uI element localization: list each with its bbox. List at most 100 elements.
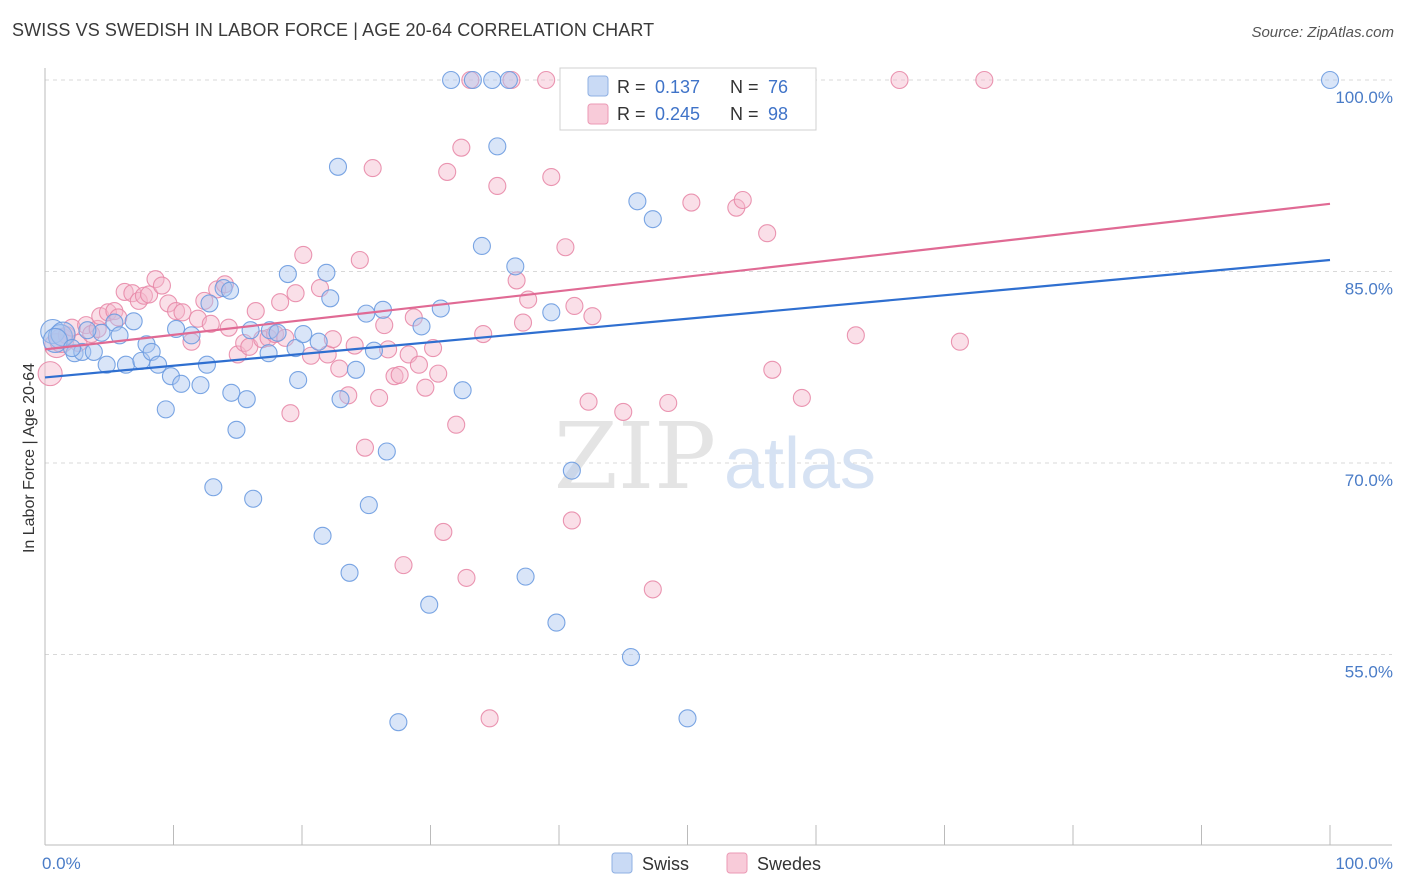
swiss-point — [97, 355, 116, 374]
swedes-point — [375, 316, 394, 335]
legend: R = 0.137 N = 76 R = 0.245 N = 98 — [559, 67, 817, 131]
swiss-point — [506, 257, 525, 276]
swiss-point — [317, 263, 336, 282]
swedes-point — [727, 198, 746, 217]
swiss-point — [377, 442, 396, 461]
swiss-point — [222, 383, 241, 402]
swedes-point — [195, 291, 214, 310]
swiss-point — [191, 376, 210, 395]
watermark: ZIP atlas — [554, 403, 876, 510]
swiss-point — [678, 709, 697, 728]
swedes-point — [37, 361, 63, 387]
swedes-point — [537, 70, 556, 90]
swedes-point — [424, 339, 443, 358]
swedes-point — [452, 138, 471, 157]
swedes-point — [281, 404, 300, 423]
swedes-point — [659, 393, 678, 413]
swiss-point — [244, 489, 263, 508]
swiss-point — [289, 370, 308, 390]
swiss-point — [499, 70, 518, 90]
swiss-point — [628, 192, 647, 211]
x-tick-label-min: 0.0% — [42, 854, 81, 873]
swedes-point — [294, 245, 313, 264]
swiss-point — [84, 342, 103, 361]
swedes-point — [201, 314, 220, 333]
swiss-point — [562, 461, 581, 480]
swiss-point — [340, 563, 359, 582]
chart-title: SWISS VS SWEDISH IN LABOR FORCE | AGE 20… — [12, 20, 655, 40]
bottom-legend-swatch-swiss — [611, 852, 633, 874]
swiss-point — [643, 210, 662, 229]
swiss-point — [227, 420, 246, 439]
swiss-point — [313, 526, 332, 545]
bottom-legend-label-swiss: Swiss — [642, 854, 689, 874]
swiss-point — [172, 374, 191, 393]
swiss-point — [463, 70, 482, 90]
swiss-point — [321, 289, 340, 308]
bottom-legend-label-swedes: Swedes — [757, 854, 821, 874]
swedes-point — [394, 556, 413, 575]
swiss-point — [516, 567, 535, 586]
swedes-point — [733, 190, 752, 210]
swedes-trend-line — [44, 202, 1331, 351]
swedes-point — [363, 159, 382, 178]
swiss-point — [197, 355, 216, 374]
swedes-point — [975, 70, 994, 90]
swedes-point — [409, 355, 428, 374]
swedes-point — [152, 276, 171, 295]
swedes-point — [488, 176, 507, 196]
watermark-zip: ZIP — [554, 403, 716, 510]
swiss-point — [328, 157, 348, 176]
swiss-point — [621, 648, 641, 667]
legend-swatch-swiss — [587, 75, 609, 97]
trend-lines — [44, 202, 1331, 379]
swedes-point — [513, 313, 533, 332]
swedes-point — [682, 193, 701, 212]
legend-n-label-swedes: N = — [730, 104, 759, 124]
swiss-point — [346, 360, 366, 379]
swedes-point — [370, 388, 389, 407]
swiss-point — [431, 299, 450, 318]
y-tick-label: 70.0% — [1345, 471, 1393, 490]
swedes-point — [345, 336, 364, 355]
swiss-point — [359, 496, 378, 515]
y-tick-label: 55.0% — [1345, 663, 1393, 682]
swedes-point — [429, 364, 448, 383]
swiss-point — [294, 325, 313, 344]
swiss-point — [542, 303, 561, 322]
axes: 100.0% 85.0% 70.0% 55.0% — [44, 68, 1393, 846]
legend-r-value-swedes: 0.245 — [655, 104, 700, 124]
swiss-point — [259, 344, 278, 363]
swedes-point — [98, 303, 118, 322]
y-tick-label: 100.0% — [1335, 88, 1393, 107]
legend-n-value-swiss: 76 — [768, 77, 788, 97]
y-tick-label: 85.0% — [1345, 280, 1393, 299]
swedes-point — [350, 250, 369, 270]
swiss-point — [331, 390, 350, 409]
swedes-point — [447, 415, 466, 434]
legend-r-label-swedes: R = — [617, 104, 646, 124]
swiss-point — [124, 312, 143, 331]
chart-source: Source: ZipAtlas.com — [1251, 24, 1394, 41]
swedes-point — [890, 70, 909, 90]
swedes-point — [480, 709, 499, 728]
swedes-point — [846, 326, 865, 345]
swedes-point — [562, 511, 581, 530]
swiss-point — [278, 265, 297, 284]
swedes-point — [173, 303, 192, 322]
swedes-point — [246, 302, 265, 321]
x-tick-label-max: 100.0% — [1335, 854, 1393, 873]
swiss-point — [237, 390, 256, 409]
swedes-point — [950, 332, 969, 351]
swedes-point — [434, 522, 453, 541]
swiss-point — [309, 332, 328, 351]
swedes-point — [474, 325, 493, 344]
swedes-point — [614, 402, 633, 421]
legend-r-label-swiss: R = — [617, 77, 646, 97]
swiss-point — [286, 339, 305, 358]
swedes-point — [330, 359, 349, 378]
bottom-legend: Swiss Swedes — [611, 852, 821, 874]
swedes-point — [542, 167, 561, 187]
swedes-point — [355, 438, 375, 457]
